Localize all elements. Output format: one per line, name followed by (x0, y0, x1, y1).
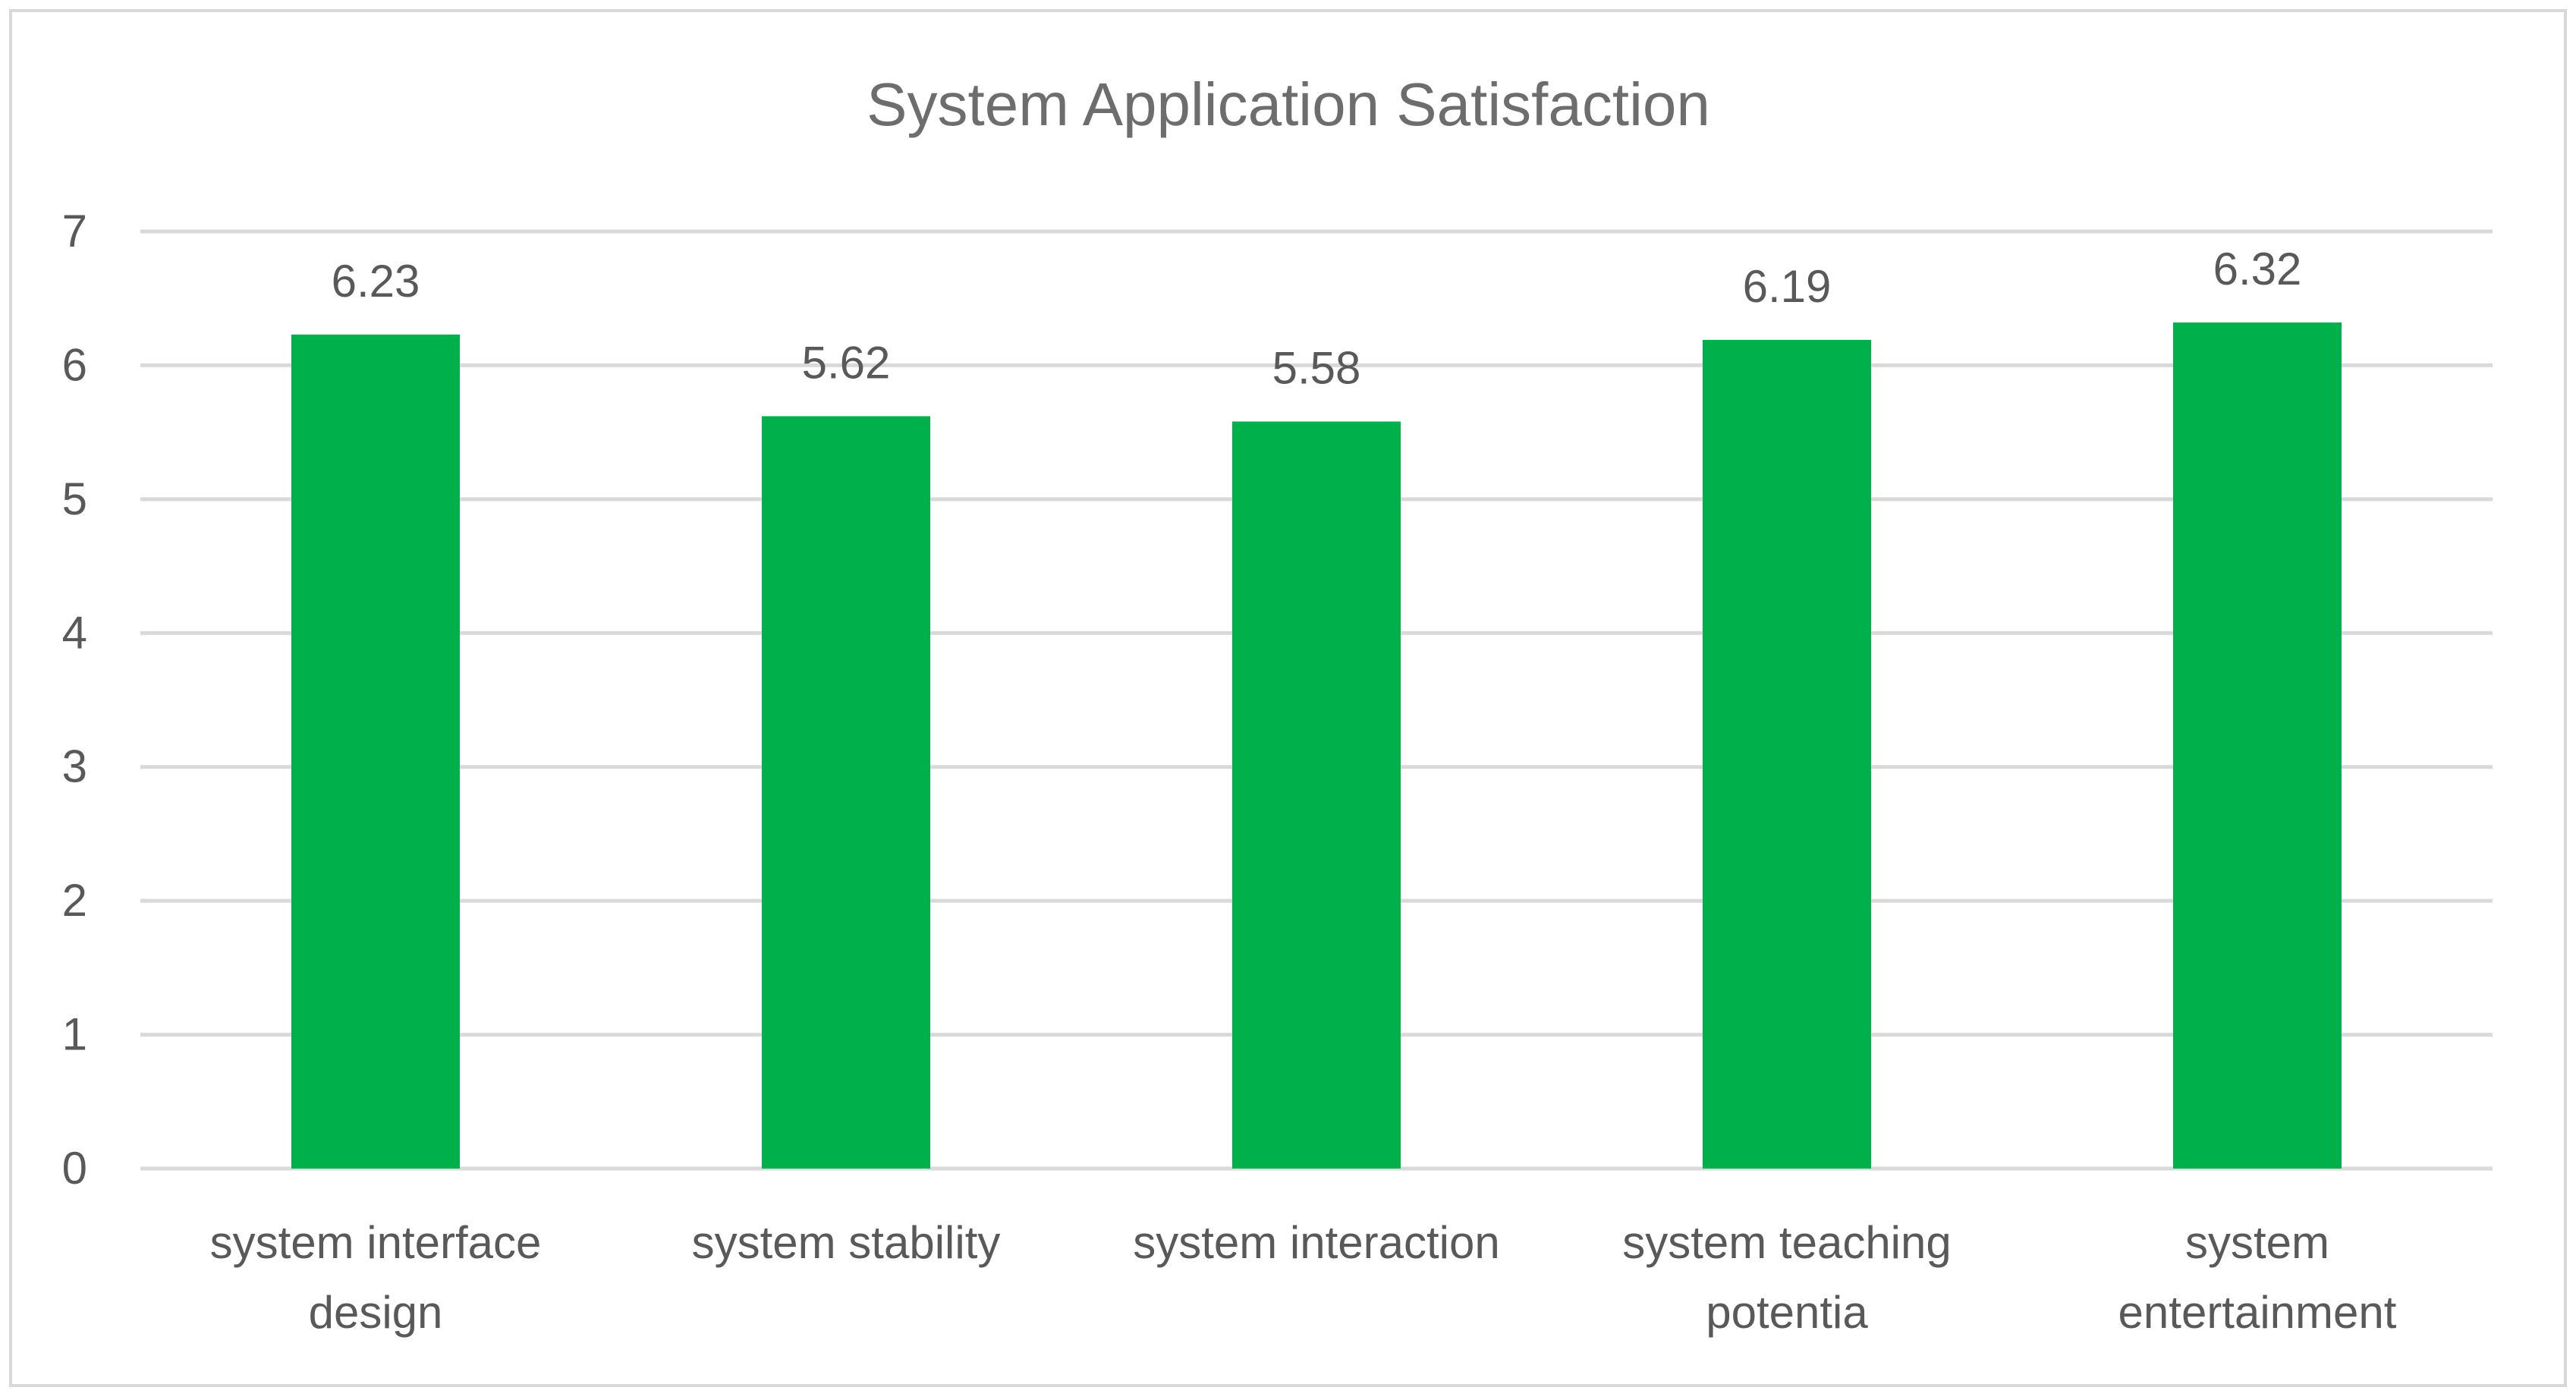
bar (291, 334, 460, 1169)
x-tick-label: entertainment (2118, 1287, 2397, 1338)
y-tick-label: 3 (62, 741, 87, 792)
bar (762, 416, 930, 1169)
y-axis-ticks: 0 1 2 3 4 5 6 7 (62, 206, 87, 1194)
x-tick-label: system interface (210, 1217, 542, 1268)
bar (2173, 322, 2342, 1169)
x-tick-label: potentia (1706, 1287, 1868, 1338)
data-labels: 6.23 5.62 5.58 6.19 6.32 (332, 244, 2302, 394)
y-tick-label: 4 (62, 607, 87, 658)
data-label: 6.19 (1743, 261, 1832, 312)
y-tick-label: 5 (62, 473, 87, 524)
data-label: 5.62 (802, 337, 891, 388)
bar (1232, 421, 1401, 1169)
y-tick-label: 7 (62, 206, 87, 256)
x-tick-label: system (2185, 1217, 2329, 1268)
chart-title: System Application Satisfaction (867, 71, 1710, 138)
y-tick-label: 2 (62, 875, 87, 926)
x-tick-label: system interaction (1133, 1217, 1500, 1268)
y-tick-label: 6 (62, 339, 87, 390)
data-label: 5.58 (1272, 343, 1361, 394)
y-tick-label: 1 (62, 1009, 87, 1060)
data-label: 6.23 (332, 256, 420, 307)
y-tick-label: 0 (62, 1143, 87, 1194)
data-label: 6.32 (2213, 244, 2302, 294)
bars (291, 322, 2342, 1169)
bar (1703, 339, 1871, 1169)
x-axis-ticks: system interface design system stability sy… (210, 1217, 2397, 1338)
x-tick-label: system teaching (1622, 1217, 1952, 1268)
x-tick-label: design (309, 1287, 443, 1338)
x-tick-label: system stability (692, 1217, 1001, 1268)
